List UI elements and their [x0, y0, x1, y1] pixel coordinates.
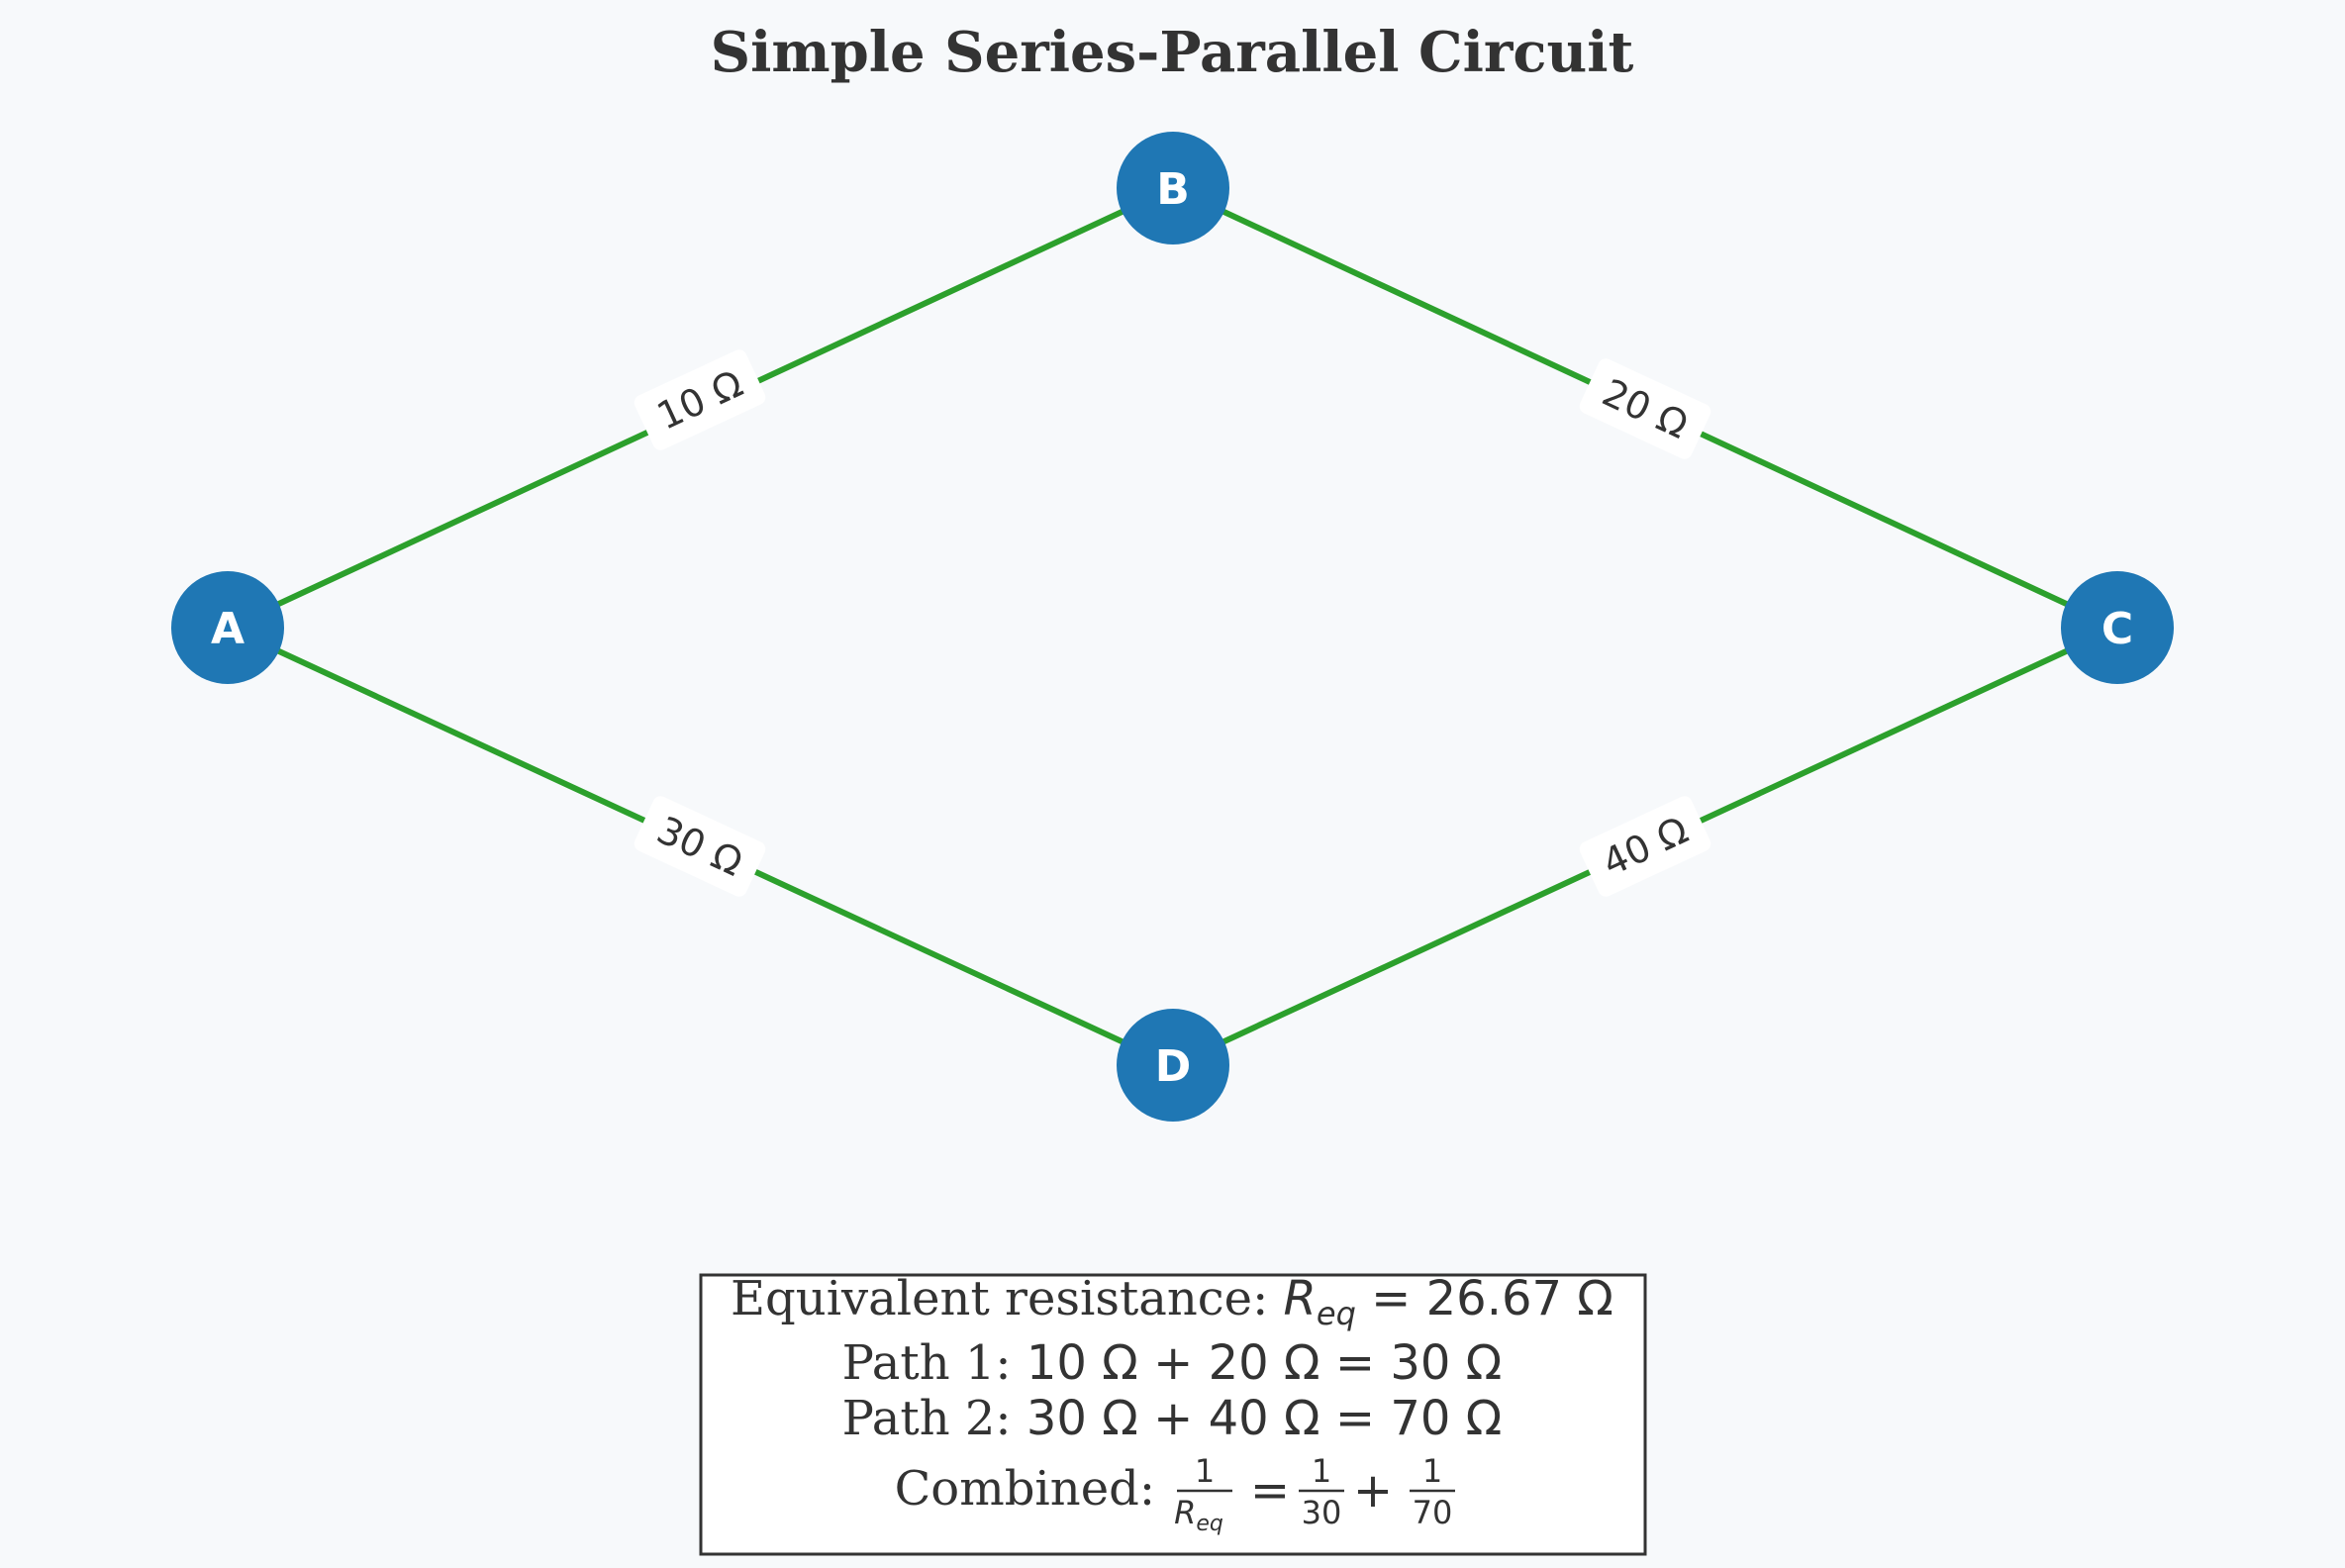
equals-sign: =	[1250, 1463, 1290, 1519]
node-c-label: C	[2101, 604, 2133, 654]
node-a-circle	[171, 571, 284, 684]
node-b-circle	[1117, 132, 1229, 245]
equivalent-resistance-label: Equivalent resistance:	[731, 1271, 1284, 1326]
fraction-2-denominator: 30	[1302, 1494, 1342, 1531]
req-symbol: R	[1284, 1271, 1317, 1326]
equivalent-resistance-value: = 26.67 Ω	[1356, 1271, 1613, 1326]
path-2-value: 30 Ω + 40 Ω = 70 Ω	[1026, 1391, 1503, 1446]
path-1-label: Path 1:	[842, 1335, 1026, 1391]
combined-label: Combined:	[895, 1461, 1155, 1517]
fraction-3-numerator: 1	[1422, 1452, 1442, 1490]
info-box: Equivalent resistance: Req = 26.67 Ω Pat…	[699, 1271, 1647, 1556]
fraction-1-den-subscript: eq	[1196, 1512, 1223, 1536]
edge-label-box	[1579, 796, 1711, 897]
node-d: D	[1117, 1009, 1229, 1122]
plus-sign: +	[1353, 1463, 1393, 1519]
diagram-title: Simple Series-Parallel Circuit	[711, 20, 1634, 85]
equivalent-resistance-line: Equivalent resistance: Req = 26.67 Ω	[731, 1271, 1613, 1332]
node-d-circle	[1117, 1009, 1229, 1122]
node-c-circle	[2061, 571, 2174, 684]
edge-label-box	[634, 349, 766, 450]
fraction-1-den-symbol: R	[1174, 1494, 1196, 1531]
edge-label-box	[1579, 358, 1711, 459]
path-2-label: Path 2:	[842, 1391, 1026, 1446]
edge-label-box	[634, 796, 766, 897]
fraction-3-denominator: 70	[1413, 1494, 1453, 1531]
info-box-frame	[699, 1273, 1647, 1556]
fraction-1-numerator: 1	[1195, 1452, 1215, 1490]
node-b: B	[1117, 132, 1229, 245]
node-a: A	[171, 571, 284, 684]
path-1-line: Path 1: 10 Ω + 20 Ω = 30 Ω	[842, 1335, 1503, 1391]
node-b-label: B	[1156, 164, 1190, 215]
fraction-2-numerator: 1	[1312, 1452, 1331, 1490]
node-a-label: A	[211, 604, 244, 654]
path-1-value: 10 Ω + 20 Ω = 30 Ω	[1026, 1335, 1503, 1391]
path-2-line: Path 2: 30 Ω + 40 Ω = 70 Ω	[842, 1391, 1503, 1446]
node-c: C	[2061, 571, 2174, 684]
combined-formula: Combined: 1 Req = 1 30 + 1 70	[895, 1452, 1455, 1536]
fraction-1-denominator: Req	[1174, 1494, 1223, 1536]
node-d-label: D	[1155, 1041, 1192, 1092]
req-subscript: eq	[1317, 1295, 1356, 1332]
